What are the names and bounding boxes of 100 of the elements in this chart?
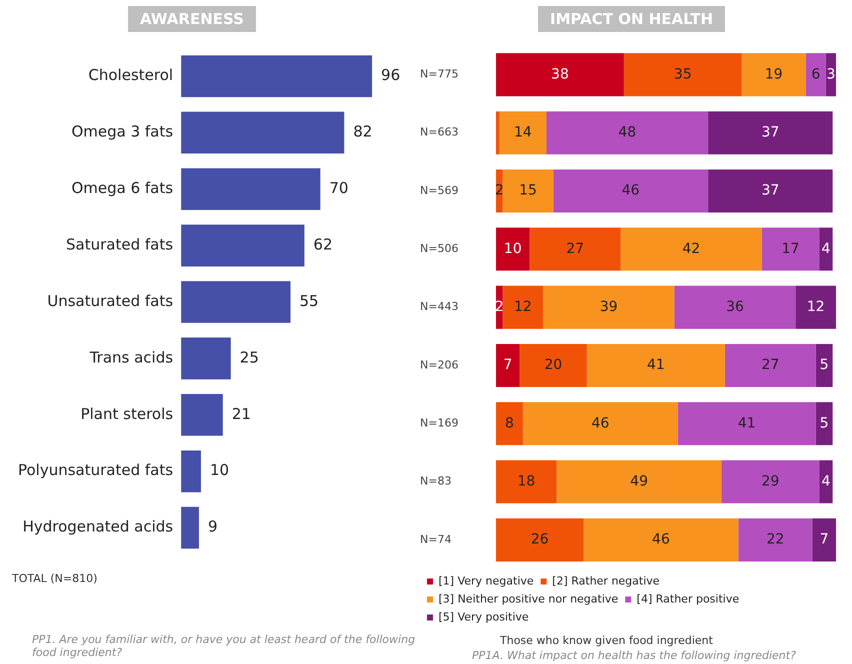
y-tick-label: Omega 6 fats — [71, 179, 174, 197]
y-tick-label: Unsaturated fats — [47, 292, 174, 310]
data-label: 5 — [820, 357, 829, 374]
y-tick-label: N=74 — [420, 532, 452, 546]
data-label: 12 — [806, 298, 825, 315]
data-label: 46 — [622, 182, 640, 199]
data-label: 20 — [544, 357, 562, 374]
bar — [181, 338, 231, 380]
bar — [738, 518, 812, 562]
y-tick-label: Hydrogenated acids — [22, 518, 174, 536]
data-label: 8 — [505, 415, 514, 432]
y-tick-label: Cholesterol — [88, 66, 174, 84]
data-label: 37 — [761, 124, 780, 140]
bar — [496, 460, 557, 504]
bar — [181, 55, 372, 98]
y-tick-label: N=443 — [420, 300, 458, 314]
data-label: 46 — [652, 532, 670, 548]
data-label: 35 — [674, 66, 692, 82]
bar — [496, 53, 624, 96]
data-label: 15 — [519, 182, 537, 199]
data-label: 9 — [208, 518, 218, 536]
y-tick-label: N=169 — [420, 416, 458, 430]
y-tick-label: N=506 — [420, 242, 458, 256]
y-tick-label: N=206 — [420, 358, 458, 372]
bar — [496, 402, 523, 446]
bar — [816, 402, 833, 446]
bar — [496, 111, 500, 154]
data-label: 25 — [240, 348, 259, 366]
bar — [819, 228, 833, 271]
data-label: 4 — [821, 240, 830, 257]
chart-title: IMPACT ON HEALTH — [538, 6, 725, 32]
y-tick-label: N=83 — [420, 474, 452, 488]
bar — [826, 53, 836, 96]
bar — [520, 344, 587, 387]
data-label: 55 — [299, 292, 319, 310]
data-label: 39 — [600, 298, 618, 315]
data-label: 48 — [618, 124, 636, 140]
bar — [543, 286, 674, 329]
bar — [624, 53, 742, 96]
bar — [181, 224, 304, 266]
legend-label: [3] Neither positive nor negative — [438, 592, 618, 606]
bar — [496, 228, 530, 271]
data-label: 70 — [329, 179, 348, 197]
data-label: 22 — [766, 532, 784, 548]
data-label: 29 — [761, 473, 780, 490]
legend-label: [5] Very positive — [438, 610, 529, 624]
data-label: 18 — [517, 473, 536, 490]
bar — [796, 286, 836, 329]
data-label: 7 — [820, 532, 829, 548]
bar — [502, 286, 544, 329]
data-label: 10 — [504, 240, 522, 257]
data-label: 17 — [782, 240, 800, 257]
data-label: 46 — [591, 415, 610, 432]
text: TOTAL (N=810) — [12, 572, 98, 585]
text: Those who know given food ingredient — [500, 634, 713, 647]
bar — [553, 169, 708, 213]
bar — [724, 344, 816, 387]
data-label: 2 — [494, 298, 504, 315]
bar — [181, 112, 344, 154]
bar — [722, 460, 820, 504]
data-label: 27 — [566, 240, 584, 257]
bar — [708, 169, 833, 213]
data-label: 49 — [630, 473, 648, 490]
data-label: 19 — [764, 66, 783, 82]
bar — [812, 518, 836, 562]
text: PP1. Are you familiar with, or have you at least heard of the following food ingredient? — [32, 633, 416, 659]
bar — [586, 344, 725, 387]
data-label: 41 — [738, 415, 756, 432]
data-label: 26 — [530, 532, 549, 548]
legend-label: [1] Very negative — [438, 574, 534, 588]
data-label: 37 — [761, 182, 780, 199]
data-label: 96 — [381, 66, 400, 84]
data-label: 38 — [551, 66, 569, 82]
bar — [502, 169, 554, 213]
data-label: 7 — [503, 357, 512, 374]
bar — [708, 111, 833, 154]
y-tick-label: Polyunsaturated fats — [18, 461, 174, 480]
data-label: 21 — [232, 404, 251, 423]
bar — [674, 286, 796, 329]
y-tick-label: Trans acids — [88, 348, 174, 366]
bar — [181, 168, 320, 210]
data-label: 3 — [826, 66, 836, 82]
data-label: 41 — [646, 357, 665, 374]
data-label: 10 — [210, 461, 230, 480]
bar — [742, 53, 806, 96]
bar — [496, 344, 520, 387]
bar — [556, 460, 722, 504]
bar — [499, 111, 546, 154]
data-label: 14 — [514, 124, 532, 140]
data-label: 12 — [514, 298, 532, 315]
bar — [530, 228, 621, 271]
bar — [546, 111, 708, 154]
text: PP1A. What impact on health has the following ingredient? — [472, 649, 797, 662]
bar — [819, 460, 833, 504]
bar — [181, 450, 201, 492]
bar — [496, 518, 584, 562]
bar — [620, 228, 762, 271]
bar — [522, 402, 678, 446]
bar — [584, 518, 738, 562]
bar — [762, 228, 820, 271]
